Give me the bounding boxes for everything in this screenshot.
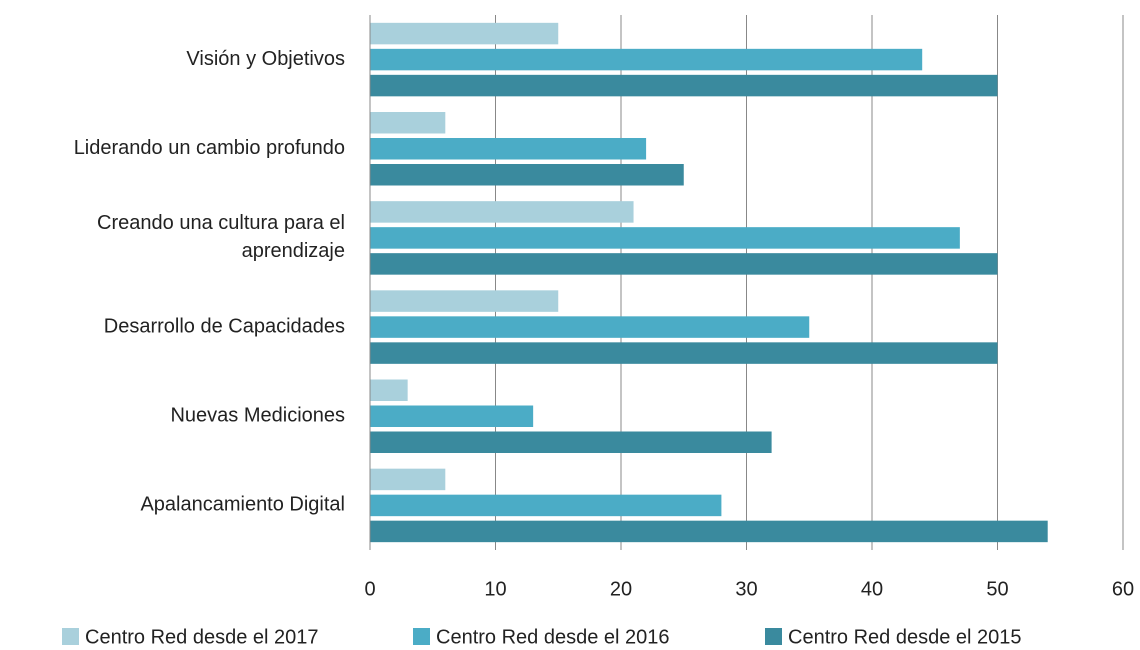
bar <box>370 74 998 97</box>
bar <box>370 227 960 249</box>
legend-swatch <box>62 628 79 645</box>
bar <box>370 431 772 453</box>
bar <box>370 22 559 45</box>
bar <box>370 138 647 160</box>
bar <box>370 48 923 71</box>
bar <box>370 342 998 364</box>
bar <box>370 164 684 186</box>
legend-label: Centro Red desde el 2016 <box>436 626 670 648</box>
bar <box>370 201 634 223</box>
bar <box>370 316 810 338</box>
bar <box>370 494 722 517</box>
y-tick-label: Visión y Objetivos <box>186 48 345 70</box>
x-tick-label: 0 <box>364 578 375 600</box>
bar <box>370 468 446 491</box>
legend-swatch <box>413 628 430 645</box>
bar <box>370 253 998 275</box>
y-tick-label: Nuevas Mediciones <box>170 405 345 427</box>
y-tick-label: Liderando un cambio profundo <box>74 137 345 159</box>
x-tick-label: 10 <box>484 578 506 600</box>
legend-label: Centro Red desde el 2015 <box>788 626 1022 648</box>
y-tick-label: Creando una cultura para el aprendizaje <box>97 212 345 262</box>
x-tick-label: 50 <box>986 578 1008 600</box>
y-tick-label: Apalancamiento Digital <box>140 494 345 516</box>
legend-swatch <box>765 628 782 645</box>
x-tick-label: 40 <box>861 578 883 600</box>
x-tick-label: 60 <box>1112 578 1134 600</box>
bar <box>370 379 408 401</box>
legend-label: Centro Red desde el 2017 <box>85 626 319 648</box>
x-tick-label: 30 <box>735 578 757 600</box>
x-tick-label: 20 <box>610 578 632 600</box>
y-tick-label: Desarrollo de Capacidades <box>104 315 345 337</box>
bar <box>370 520 1048 543</box>
bar <box>370 290 559 312</box>
bar <box>370 405 534 427</box>
bar <box>370 112 446 134</box>
